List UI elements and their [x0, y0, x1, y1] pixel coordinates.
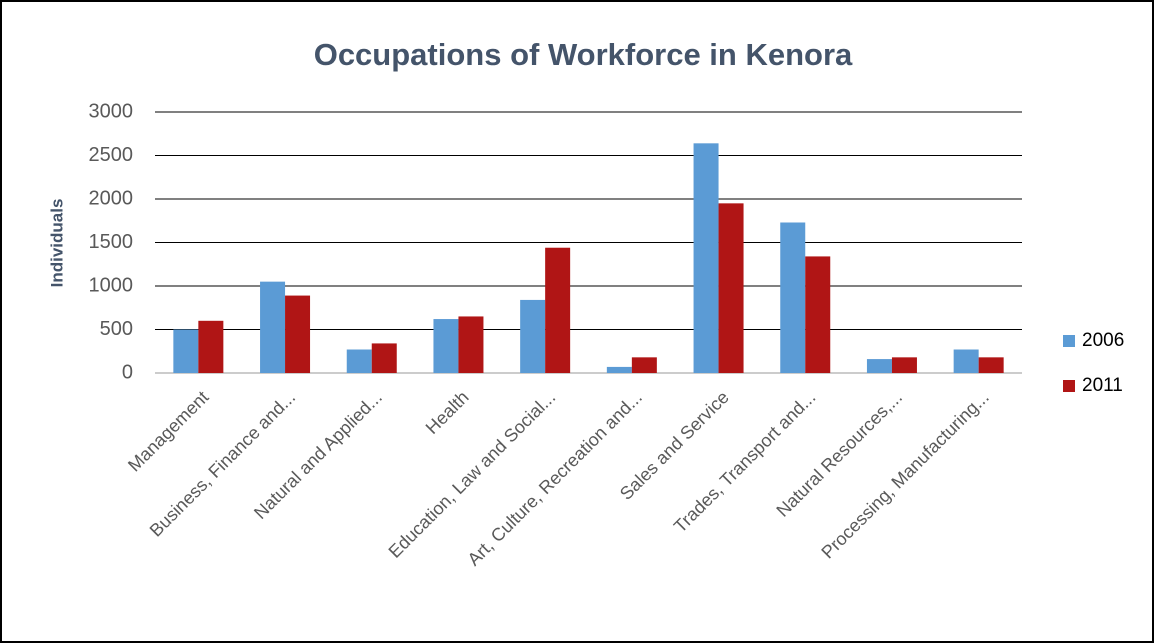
bar: [780, 222, 806, 373]
y-tick-label: 3000: [89, 100, 134, 122]
y-tick-label: 2000: [89, 187, 134, 209]
bar: [198, 320, 224, 373]
y-tick-label: 0: [122, 361, 133, 383]
bar: [285, 295, 311, 373]
bar: [433, 319, 459, 373]
y-tick-label: 2500: [89, 144, 134, 166]
y-tick-label: 1000: [89, 274, 134, 296]
y-tick-label: 500: [100, 318, 133, 340]
bar: [891, 357, 917, 373]
bar: [693, 143, 719, 373]
bar: [718, 203, 744, 373]
y-tick-label: 1500: [89, 231, 134, 253]
legend-label: 2011: [1082, 375, 1123, 396]
bar: [371, 343, 397, 373]
bar: [606, 366, 632, 373]
bar: [805, 256, 831, 373]
bar: [545, 247, 571, 373]
bar: [458, 316, 484, 373]
bar: [953, 349, 979, 373]
bar: [173, 329, 199, 373]
y-axis-label: Individuals: [47, 199, 66, 288]
legend-swatch: [1063, 380, 1075, 392]
bar: [631, 357, 657, 373]
bar: [260, 281, 286, 373]
legend-label: 2006: [1082, 330, 1124, 351]
chart-title: Occupations of Workforce in Kenora: [314, 37, 853, 72]
bar: [520, 299, 546, 373]
bar: [978, 357, 1004, 373]
bar: [866, 359, 892, 373]
legend-swatch: [1063, 335, 1075, 347]
bar: [346, 349, 372, 373]
